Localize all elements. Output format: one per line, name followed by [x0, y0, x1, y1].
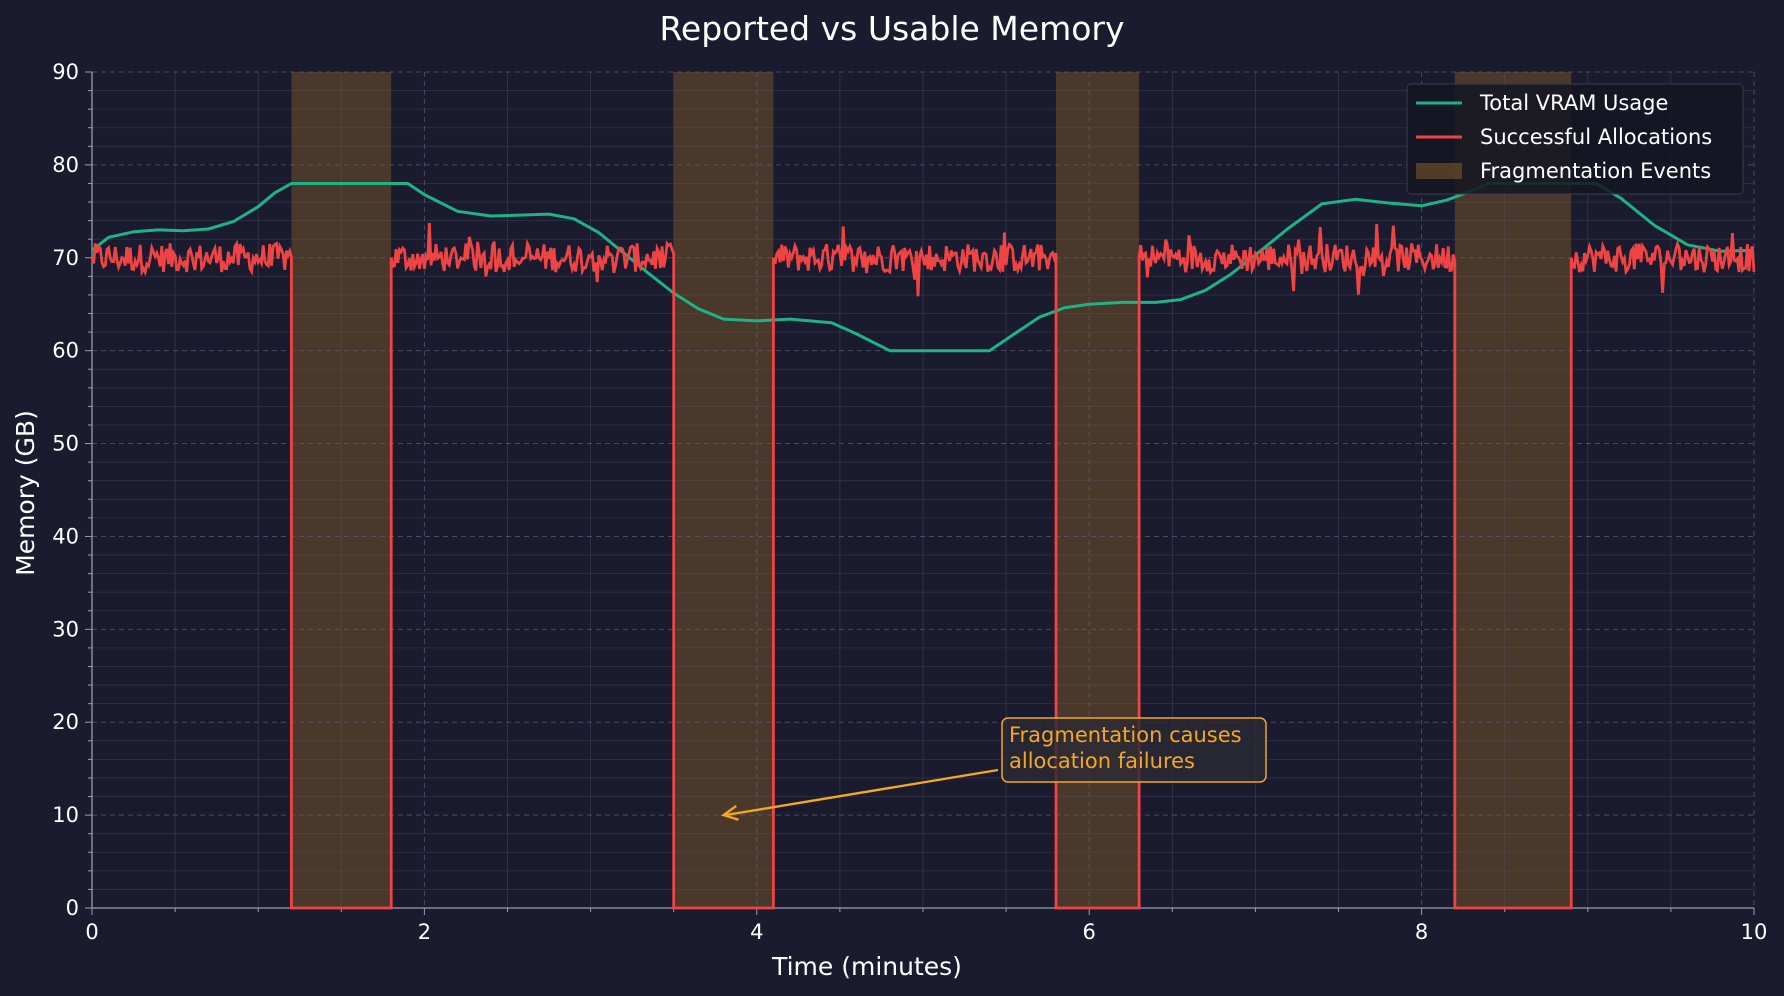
annotation-text-line: allocation failures: [1009, 749, 1195, 773]
y-tick-label: 40: [52, 524, 79, 548]
x-tick-label: 2: [418, 920, 431, 944]
y-tick-label: 50: [52, 432, 79, 456]
y-tick-label: 80: [52, 153, 79, 177]
y-tick-label: 70: [52, 246, 79, 270]
series-line-successful-allocations: [90, 223, 1756, 910]
x-axis-label: Time (minutes): [771, 952, 962, 981]
chart-title: Reported vs Usable Memory: [659, 9, 1124, 48]
legend-entry-total-vram: Total VRAM Usage: [1479, 91, 1668, 115]
annotation-arrow: [725, 768, 999, 817]
legend-swatch: [1416, 163, 1462, 179]
legend-box: [1406, 83, 1744, 195]
y-tick-label: 0: [66, 896, 79, 920]
y-tick-label: 90: [52, 60, 79, 84]
legend-entry-successful-allocations: Successful Allocations: [1480, 125, 1712, 149]
annotation-arrowhead: [720, 804, 739, 821]
annotation-box: [1001, 717, 1267, 783]
y-axis-label: Memory (GB): [11, 410, 40, 576]
x-tick-label: 8: [1415, 920, 1428, 944]
x-tick-label: 10: [1741, 920, 1768, 944]
legend: Total VRAM Usage Successful Allocations Fr…: [1406, 83, 1744, 195]
x-tick-label: 0: [85, 920, 98, 944]
fragmentation-band: [673, 72, 774, 908]
annotation-text-line: Fragmentation causes: [1009, 723, 1242, 747]
y-tick-label: 10: [52, 803, 79, 827]
fragmentation-band: [291, 72, 392, 908]
x-tick-label: 4: [750, 920, 763, 944]
fragmentation-band: [1454, 72, 1572, 908]
y-tick-label: 30: [52, 617, 79, 641]
axes: 0 2 4 6 8 10 0 10 20 30 40 50 60 70 80 90: [52, 60, 1767, 944]
fragmentation-bands: [291, 72, 1572, 908]
legend-entry-fragmentation-events: Fragmentation Events: [1480, 159, 1711, 183]
y-tick-label: 60: [52, 339, 79, 363]
y-tick-label: 20: [52, 710, 79, 734]
x-tick-label: 6: [1083, 920, 1096, 944]
